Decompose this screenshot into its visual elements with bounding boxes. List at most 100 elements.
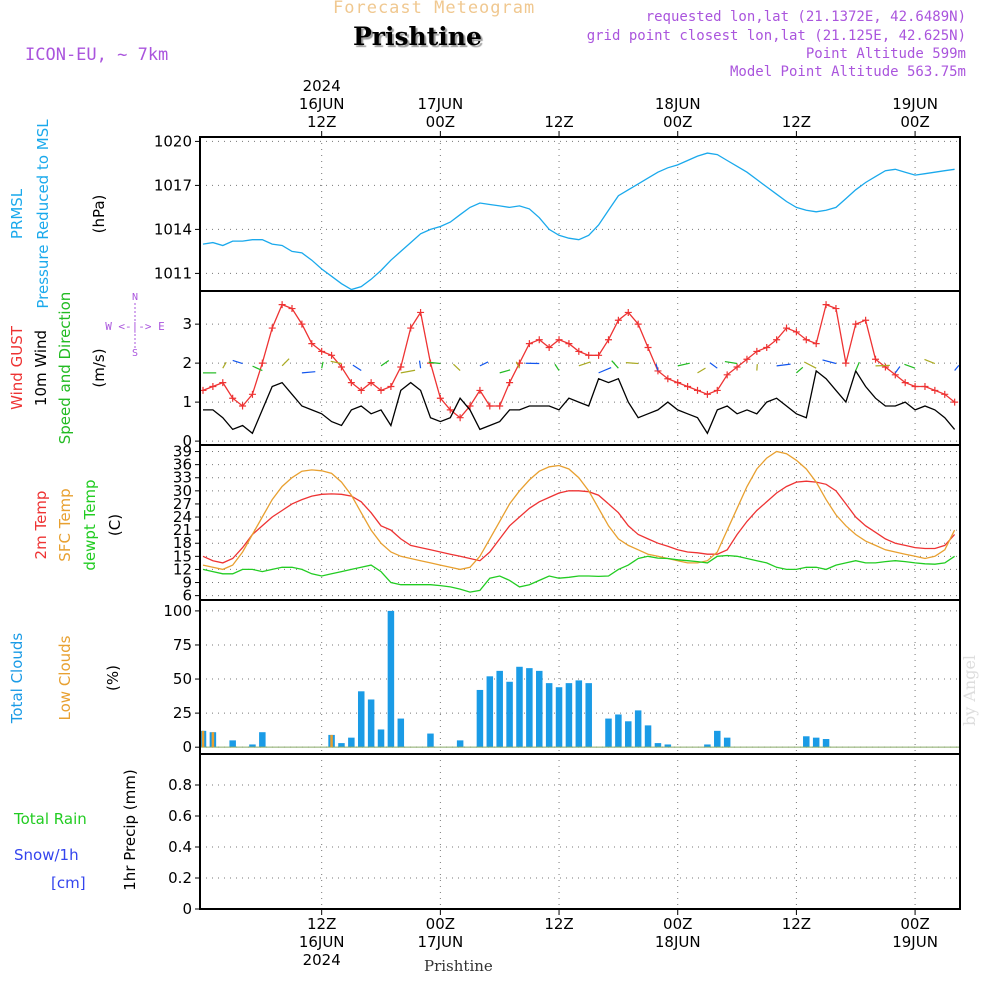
panel-5: 0 0.2 0.4 0.6 0.8: [168, 753, 961, 918]
cloud-bar: [605, 718, 612, 748]
time-label-top: 19JUN: [892, 95, 938, 113]
ytick-label: 18: [173, 534, 192, 552]
side-label: (hPa): [90, 195, 108, 234]
time-label-top: 12Z: [544, 113, 573, 131]
series-line: [202, 303, 956, 419]
gust-marker: [634, 320, 642, 328]
wind-arrow: [894, 366, 901, 374]
gust-marker: [921, 383, 929, 391]
wind-arrow: [611, 360, 619, 369]
gust-marker: [595, 351, 603, 359]
ytick-label: 24: [173, 508, 192, 526]
cloud-bar: [486, 676, 494, 748]
cloud-bar: [211, 732, 215, 748]
ytick-label: 0: [182, 900, 192, 918]
model-altitude: Model Point Altitude 563.75m: [729, 64, 966, 80]
ytick-label: 21: [173, 521, 192, 539]
series-line: [202, 480, 956, 564]
ytick-label: 50: [173, 670, 192, 688]
ytick-label: 0.2: [168, 869, 192, 887]
side-label: Low Clouds: [56, 635, 74, 720]
gust-marker: [318, 347, 326, 355]
cloud-bar: [367, 699, 375, 748]
cloud-bar: [357, 691, 365, 748]
ytick-label: 27: [173, 495, 192, 513]
wind-arrow: [776, 363, 791, 367]
gust-marker: [258, 359, 266, 367]
time-label-top: 12Z: [782, 113, 811, 131]
gust-marker: [229, 394, 237, 402]
cloud-bar: [664, 744, 672, 748]
cloud-bar: [625, 721, 632, 748]
wind-arrow: [803, 361, 817, 369]
cloud-bar: [714, 730, 721, 748]
cloud-bar: [575, 680, 583, 748]
side-label: 2m Temp: [32, 491, 50, 560]
gust-marker: [624, 308, 632, 316]
gust-marker: [209, 383, 217, 391]
requested-coords: requested lon,lat (21.1372E, 42.6489N): [645, 9, 966, 25]
compass-n: N: [132, 292, 138, 303]
gust-marker: [278, 301, 286, 309]
wind-arrow: [724, 360, 738, 365]
gust-marker: [862, 316, 870, 324]
time-label-bottom: 12Z: [307, 915, 336, 933]
ytick-label: 1: [182, 393, 192, 411]
gust-marker: [555, 336, 563, 344]
wind-arrow: [796, 366, 804, 374]
cloud-bar: [526, 668, 533, 748]
time-label-bottom: 19JUN: [892, 933, 938, 951]
cloud-bar: [723, 737, 731, 748]
gust-marker: [703, 390, 711, 398]
wind-arrow: [428, 361, 441, 365]
gust-marker: [377, 386, 385, 394]
ytick-label: 0: [182, 432, 192, 450]
gridpoint-coords: grid point closest lon,lat (21.125E, 42.…: [586, 28, 966, 44]
cloud-bar: [585, 683, 592, 748]
ytick-label: 100: [163, 602, 192, 620]
gust-marker: [219, 379, 227, 387]
cloud-bar: [803, 736, 810, 748]
cloud-bar: [496, 670, 503, 748]
time-label-top: 17JUN: [418, 95, 464, 113]
wind-arrow: [655, 363, 659, 371]
ytick-label: 0.8: [168, 776, 192, 794]
wind-arrow: [330, 360, 342, 365]
cloud-bar: [338, 743, 345, 748]
side-label: (C): [106, 514, 124, 536]
cloud-bar: [348, 737, 355, 748]
gust-marker: [496, 402, 504, 410]
panel-4: 0 25 50 75 100: [163, 599, 961, 756]
location-title: Prishtine: [353, 22, 482, 51]
side-label: (%): [104, 665, 122, 691]
side-label: Wind GUST: [8, 325, 26, 410]
time-label-top: 12Z: [307, 113, 336, 131]
panel-frame: [199, 444, 961, 601]
series-line: [203, 369, 956, 435]
cloud-bar: [259, 732, 266, 748]
wind-arrow: [855, 361, 860, 371]
ytick-label: 33: [173, 469, 192, 487]
gust-marker: [387, 383, 395, 391]
gust-marker: [347, 379, 355, 387]
gust-marker: [881, 363, 889, 371]
compass-s: S: [132, 348, 138, 359]
gust-marker: [604, 336, 612, 344]
cloud-bar: [229, 740, 236, 748]
gust-marker: [436, 394, 444, 402]
wind-arrow: [252, 365, 263, 372]
gust-marker: [298, 320, 306, 328]
cloud-bar: [615, 714, 622, 748]
ytick-label: 0.4: [168, 838, 192, 856]
wind-arrow: [499, 369, 511, 374]
series-line: [202, 152, 955, 291]
wind-arrow: [321, 361, 324, 369]
gust-marker: [773, 336, 781, 344]
gust-marker: [476, 386, 484, 394]
time-label-bottom: 18JUN: [655, 933, 701, 951]
gust-marker: [397, 363, 405, 371]
wind-arrow: [281, 358, 290, 367]
cloud-bar: [377, 729, 385, 748]
